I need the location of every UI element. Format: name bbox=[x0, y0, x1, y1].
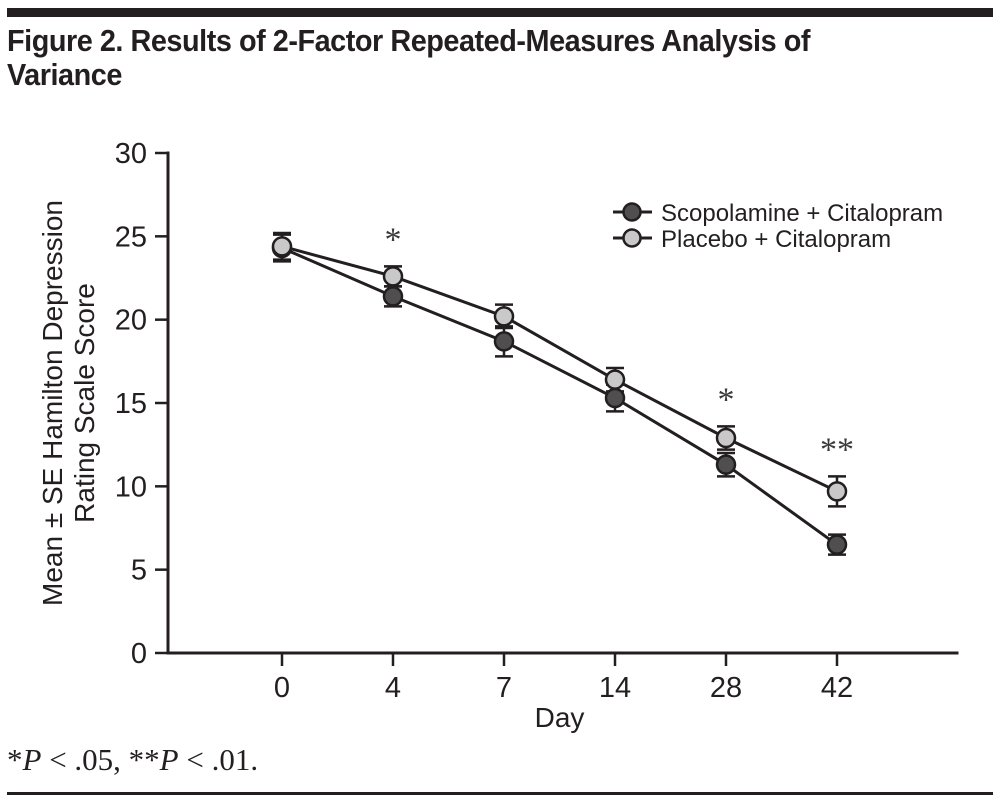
figure-title-line1: Figure 2. Results of 2-Factor Repeated-M… bbox=[7, 23, 810, 58]
data-point bbox=[493, 331, 515, 352]
x-tick-label: 28 bbox=[710, 672, 742, 704]
data-point bbox=[715, 454, 737, 475]
data-point bbox=[826, 534, 848, 555]
y-tick-label: 20 bbox=[115, 305, 147, 337]
series-line-0 bbox=[281, 246, 838, 546]
x-tick-label: 0 bbox=[274, 672, 290, 704]
top-rule bbox=[7, 8, 993, 17]
y-tick-label: 25 bbox=[115, 221, 147, 253]
data-point bbox=[271, 236, 293, 257]
x-tick-label: 14 bbox=[599, 672, 631, 704]
x-tick-label: 4 bbox=[385, 672, 401, 704]
footnote-seg2: < .01. bbox=[178, 742, 259, 777]
x-tick-label: 7 bbox=[496, 672, 512, 704]
significance-marker: * bbox=[385, 221, 402, 258]
data-point bbox=[604, 369, 626, 390]
significance-marker: * bbox=[718, 381, 735, 418]
y-tick-label: 10 bbox=[115, 471, 147, 503]
data-point bbox=[382, 266, 404, 287]
footnote-star2: ** bbox=[128, 742, 160, 777]
legend-marker bbox=[622, 202, 642, 222]
footnote-p1: P bbox=[22, 742, 42, 777]
y-axis-title-line2: Rating Scale Score bbox=[69, 283, 100, 523]
footnote-p2: P bbox=[159, 742, 179, 777]
x-axis-title: Day bbox=[535, 702, 585, 733]
x-tick-label: 42 bbox=[821, 672, 853, 704]
series-line-1 bbox=[281, 244, 838, 493]
legend-label: Placebo + Citalopram bbox=[661, 226, 891, 253]
footnote-seg1: < .05, bbox=[41, 742, 129, 777]
legend-label: Scopolamine + Citalopram bbox=[661, 200, 943, 227]
data-point bbox=[826, 481, 848, 502]
figure-title: Figure 2. Results of 2-Factor Repeated-M… bbox=[7, 24, 1000, 92]
y-axis-title-line1: Mean ± SE Hamilton Depression bbox=[37, 200, 68, 606]
figure-title-line2: Variance bbox=[7, 57, 122, 92]
data-point bbox=[715, 427, 737, 449]
data-point bbox=[493, 306, 515, 327]
line-chart: 0 5 10 15 20 25 30 0 4 7 14 28 42 Day Mean ± SE Hamilt… bbox=[37, 138, 959, 733]
y-tick-label: 0 bbox=[131, 638, 147, 670]
y-tick-label: 30 bbox=[115, 138, 147, 170]
bottom-rule bbox=[7, 792, 993, 795]
footnote-star1: * bbox=[7, 742, 23, 777]
significance-marker: ** bbox=[820, 431, 854, 468]
y-tick-label: 15 bbox=[115, 388, 147, 420]
legend-marker bbox=[622, 228, 642, 248]
footnote: *P < .05, **P < .01. bbox=[7, 742, 258, 778]
data-point bbox=[604, 387, 626, 409]
data-point bbox=[382, 286, 404, 307]
y-tick-label: 5 bbox=[131, 555, 147, 587]
